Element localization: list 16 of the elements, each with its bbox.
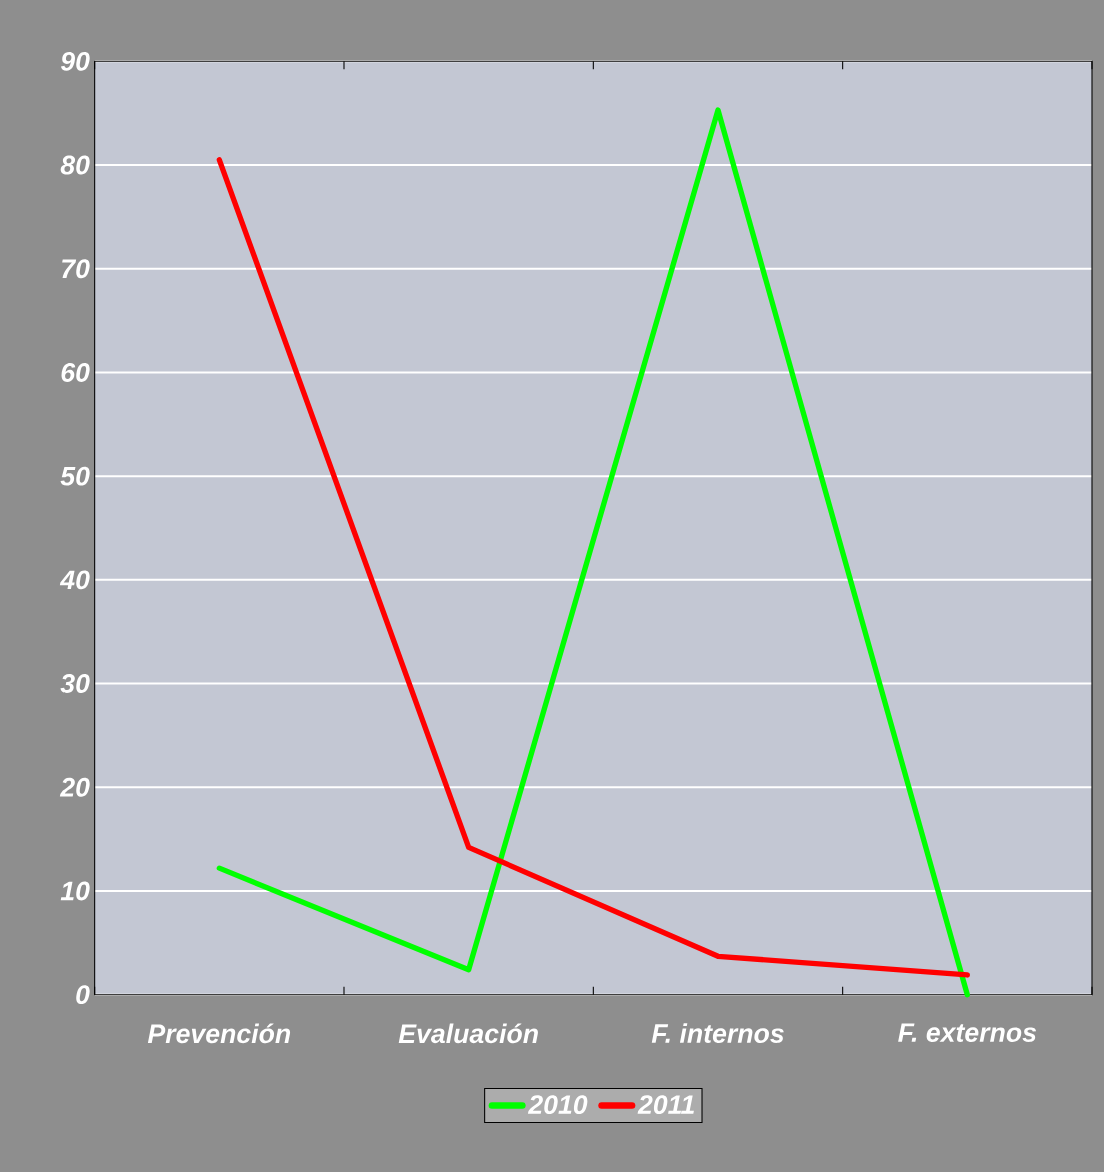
x-tick-label: Evaluación bbox=[398, 1023, 538, 1044]
y-tick-label: 40 bbox=[59, 570, 90, 590]
y-tick-label: 30 bbox=[60, 674, 90, 693]
y-tick-label: 70 bbox=[62, 259, 90, 279]
legend-label: 2010 bbox=[527, 1095, 588, 1115]
y-tick-label: 80 bbox=[60, 155, 90, 175]
y-tick-label: 10 bbox=[60, 881, 90, 901]
y-tick-label: 90 bbox=[60, 51, 90, 71]
x-tick-label: Prevención bbox=[147, 1023, 291, 1044]
y-tick-label: 60 bbox=[61, 363, 90, 382]
x-tick-label: F. externos bbox=[898, 1023, 1037, 1042]
y-tick-label: 0 bbox=[76, 985, 90, 1005]
y-tick-label: 50 bbox=[60, 466, 90, 486]
x-tick-label: F. internos bbox=[651, 1023, 784, 1043]
y-tick-label: 20 bbox=[59, 777, 90, 797]
legend-label: 2011 bbox=[637, 1095, 694, 1115]
